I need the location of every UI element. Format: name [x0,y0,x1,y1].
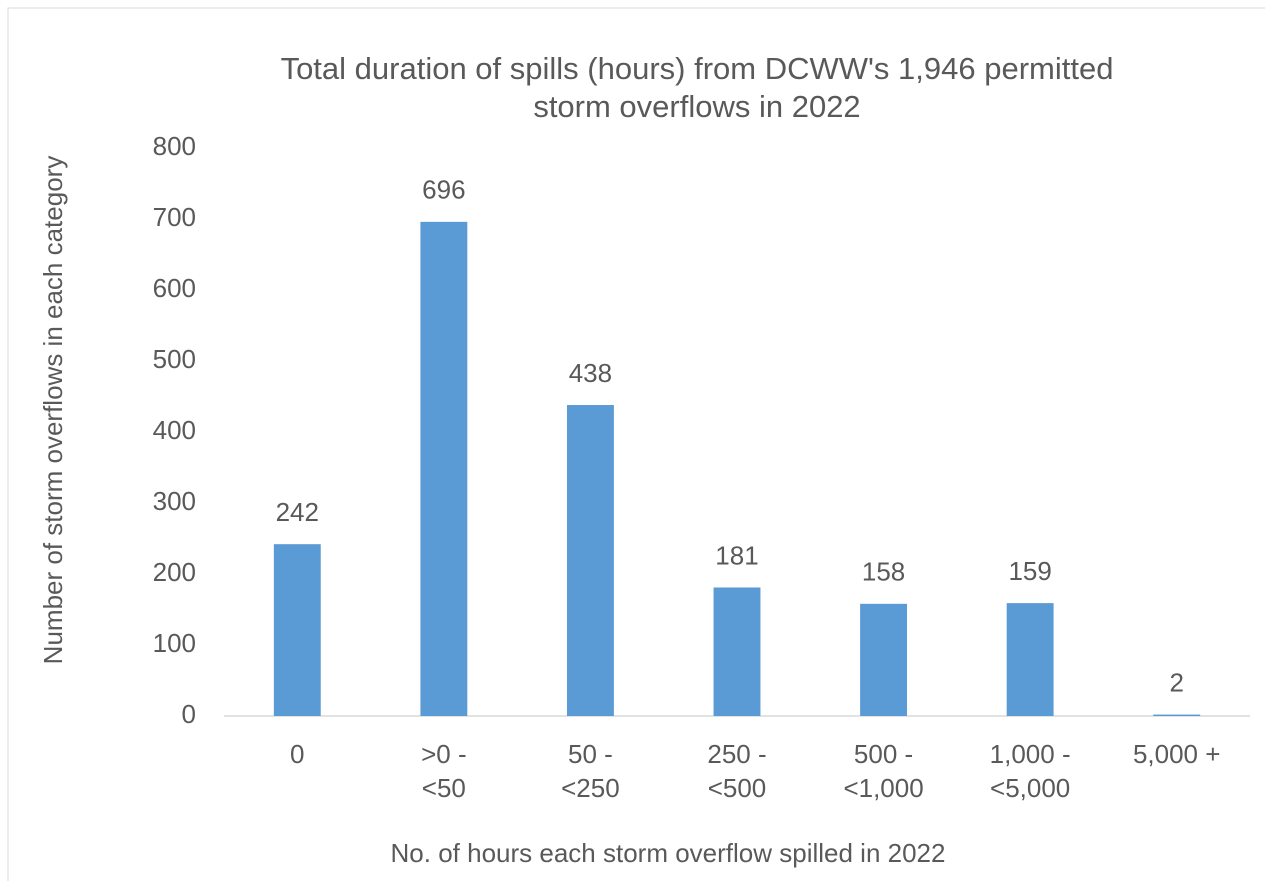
y-axis-title: Number of storm overflows in each catego… [38,156,68,665]
data-label: 181 [715,540,758,570]
y-tick-label: 700 [153,202,196,232]
data-label: 242 [276,497,319,527]
y-tick-label: 400 [153,415,196,445]
bar [1006,603,1054,716]
y-tick-label: 600 [153,273,196,303]
data-label: 159 [1008,556,1051,586]
bar [1153,714,1201,716]
y-tick-label: 200 [153,557,196,587]
data-label: 696 [422,175,465,205]
data-label: 438 [569,358,612,388]
y-tick-label: 800 [153,131,196,161]
x-tick-label: 1,000 - <5,000 [989,739,1071,803]
x-tick-label: >0 - <50 [421,739,467,803]
x-tick-label: 5,000 + [1132,739,1221,769]
x-axis-title: No. of hours each storm overflow spilled… [391,838,946,868]
x-tick-label: 250 - <500 [707,739,767,803]
y-tick-label: 0 [182,699,196,729]
bar [420,221,468,716]
x-tick-label: 50 - <250 [561,739,620,803]
bar [566,405,614,716]
chart-border [7,7,1265,881]
y-tick-label: 100 [153,628,196,658]
data-label: 2 [1169,667,1183,697]
bar [713,587,761,716]
x-tick-label: 0 [290,739,305,769]
bar [860,603,908,716]
bar [273,544,321,716]
chart-title: Total duration of spills (hours) from DC… [280,51,1114,124]
x-tick-label: 500 - <1,000 [843,739,924,803]
y-tick-label: 300 [153,486,196,516]
y-tick-label: 500 [153,344,196,374]
data-label: 158 [862,557,905,587]
